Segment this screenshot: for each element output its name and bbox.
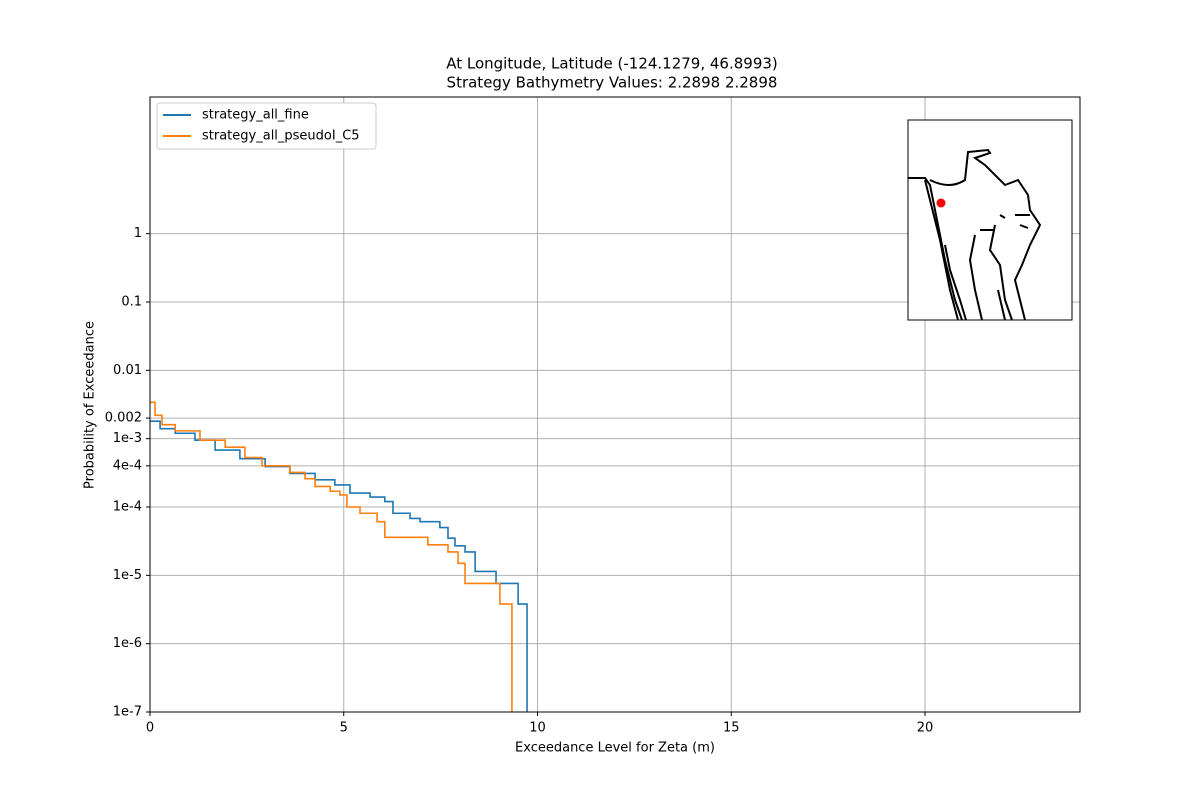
legend-label: strategy_all_fine [202,108,309,123]
x-tick-label: 15 [723,721,740,736]
series-line [150,401,513,712]
plot-lines [150,401,528,712]
legend: strategy_all_fine strategy_all_pseudoI_C5 [156,102,377,150]
series-line [150,420,528,712]
x-axis-label: Exceedance Level for Zeta (m) [515,741,715,756]
y-tick-label: 0.01 [113,363,142,378]
grid [149,97,1080,713]
y-axis-label: Probability of Exceedance [83,321,98,489]
legend-box [156,102,377,150]
y-tick-label: 1 [134,226,142,241]
x-tick-label: 5 [340,721,348,736]
y-tick-label: 0.002 [105,411,142,426]
chart-subtitle: Strategy Bathymetry Values: 2.2898 2.289… [447,74,778,92]
y-tick-label: 1e-7 [113,705,142,720]
x-tick-label: 10 [529,721,546,736]
y-tick-label: 1e-4 [113,500,142,515]
inset-map [907,119,1073,321]
y-tick-label: 0.1 [121,295,142,310]
chart-title: At Longitude, Latitude (-124.1279, 46.89… [446,55,778,73]
y-tick-label: 1e-6 [113,636,142,651]
coastline [908,148,1042,321]
x-tick-label: 0 [146,721,154,736]
location-marker [936,198,946,208]
plot-frame [149,96,1081,713]
inset-frame [907,119,1073,321]
y-tick-label: 1e-5 [113,568,142,583]
x-tick-label: 20 [917,721,934,736]
y-tick-label: 4e-4 [113,458,142,473]
y-tick-label: 1e-3 [113,431,142,446]
legend-label: strategy_all_pseudoI_C5 [202,129,360,144]
